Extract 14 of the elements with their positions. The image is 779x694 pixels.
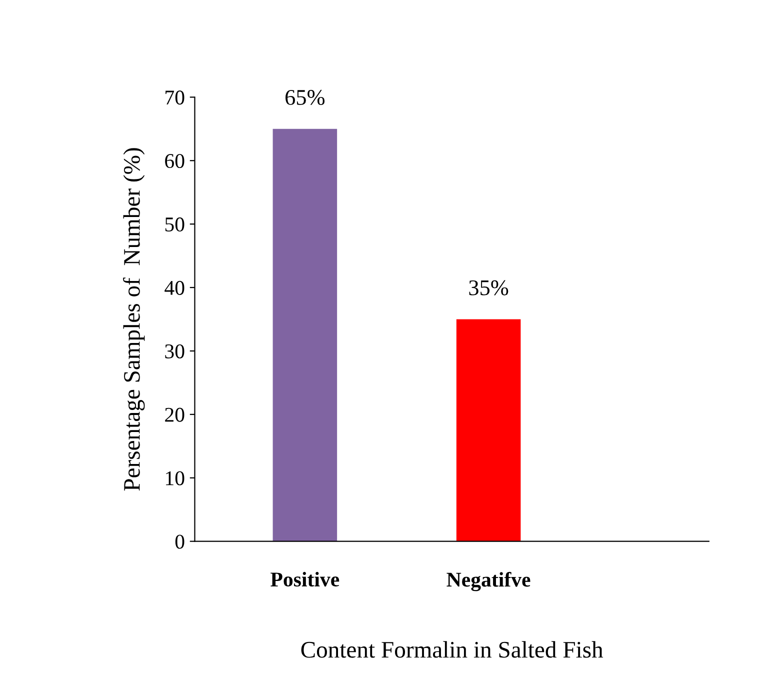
x-axis-title: Content Formalin in Salted Fish <box>301 641 604 658</box>
y-tick-label: 0 <box>175 534 184 549</box>
y-tick-label: 20 <box>165 408 184 422</box>
x-tick-label: Positive <box>270 572 340 587</box>
y-tick-label: 70 <box>166 90 184 105</box>
data-label: 65% <box>286 90 325 105</box>
y-axis-title: Persentage Samples of Number (%) <box>123 148 145 491</box>
y-tick-label: 60 <box>165 154 184 168</box>
x-tick-label: Negatifve <box>446 572 530 592</box>
y-tick-label: 30 <box>165 344 184 358</box>
data-label: 35% <box>469 280 508 296</box>
y-tick-label: 10 <box>166 471 184 486</box>
y-tick-label: 50 <box>165 217 184 232</box>
y-tick-label: 40 <box>164 280 184 295</box>
